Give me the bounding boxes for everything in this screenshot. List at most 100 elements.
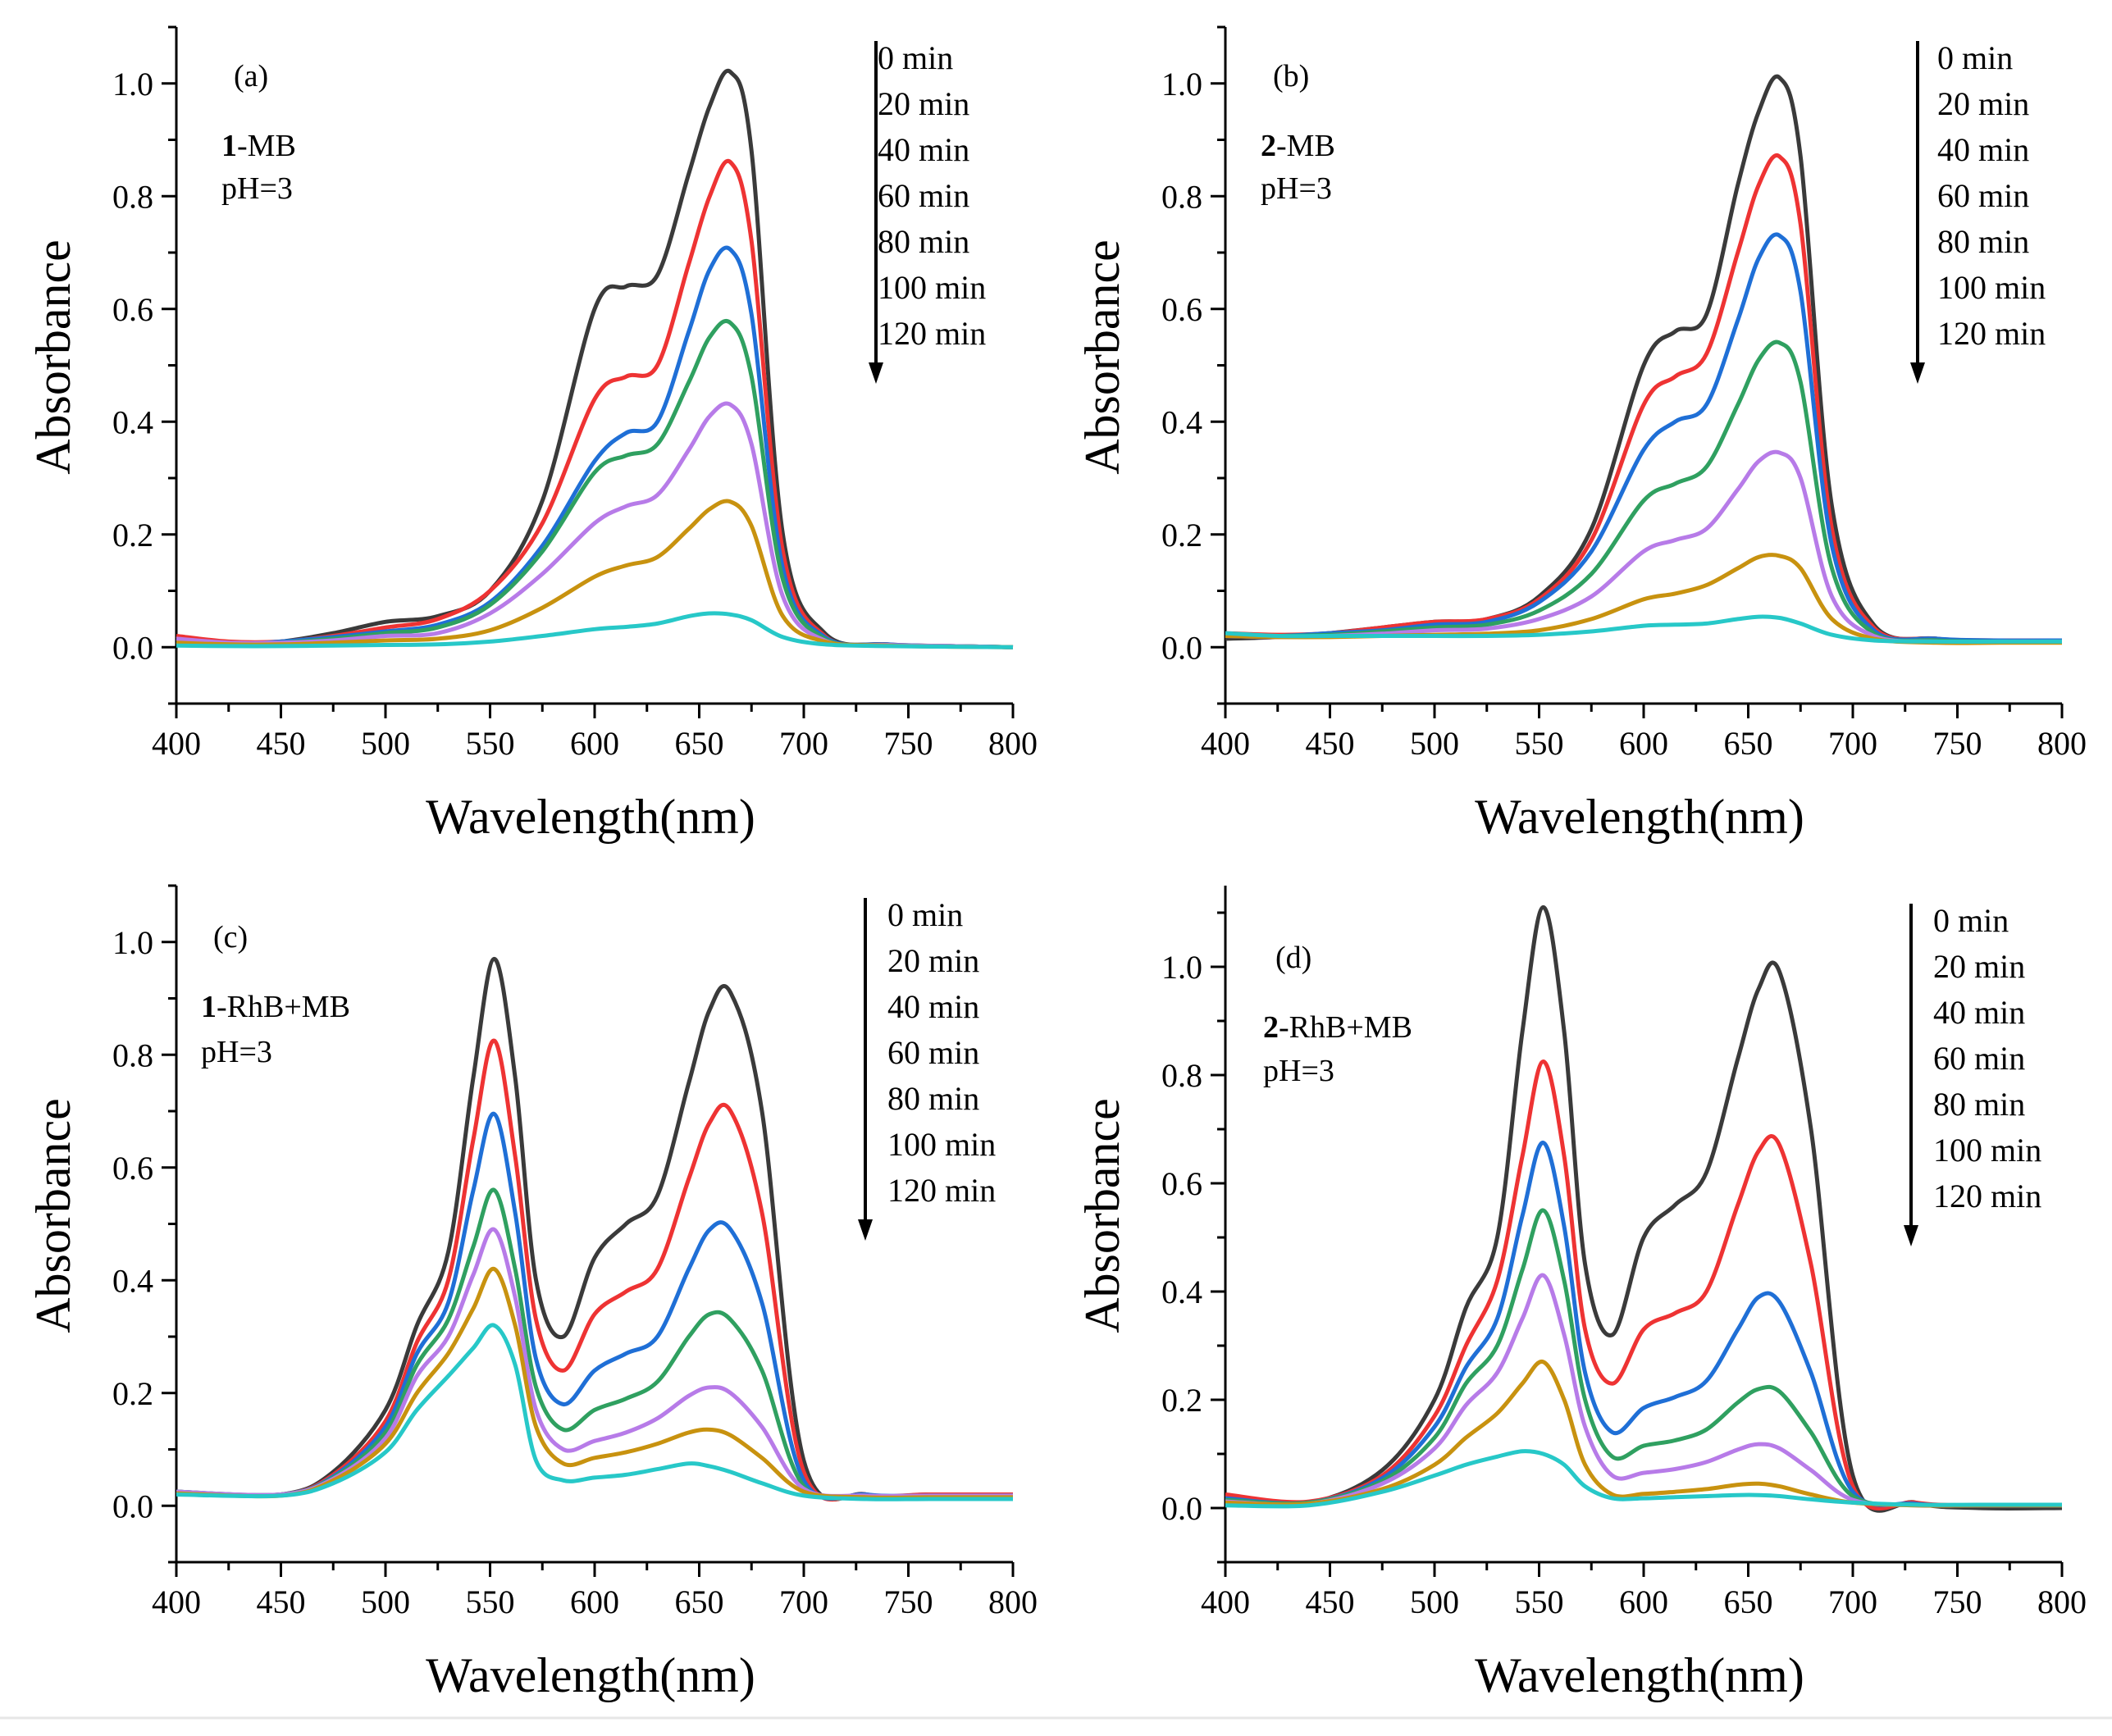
panel-b-legend-item: 100 min (1937, 269, 2046, 306)
panel-c-series-line-60-min (176, 1187, 1013, 1501)
panel-c-series-line-0-min (176, 956, 1013, 1501)
panel-a-sample-name: 1-MB (221, 129, 296, 163)
panel-a-condition: pH=3 (221, 171, 293, 206)
panel-c-y-tick-label: 0.0 (112, 1488, 153, 1524)
panel-a-y-tick-label: 0.6 (112, 291, 153, 328)
panel-a-x-tick-label: 600 (570, 725, 619, 762)
panel-b-legend-item: 20 min (1937, 85, 2029, 122)
panel-a-legend-item: 80 min (878, 223, 969, 260)
panel-c-x-tick-label: 550 (466, 1583, 515, 1620)
panel-b-legend-item: 80 min (1937, 223, 2029, 260)
panel-b-label: (b) (1273, 59, 1309, 93)
panel-d-condition: pH=3 (1263, 1054, 1334, 1088)
panel-c-x-tick-label: 400 (152, 1583, 201, 1620)
panel-d-x-tick-label: 650 (1724, 1583, 1773, 1620)
panel-d-y-tick-label: 0.4 (1161, 1274, 1202, 1310)
panel-d-time-arrow-head (1904, 1225, 1918, 1246)
panel-a-series-line-60-min (176, 319, 1014, 649)
panel-d-x-axis-title: Wavelength(nm) (1475, 1648, 1804, 1702)
panel-c-x-tick-label: 600 (570, 1583, 619, 1620)
panel-c-condition: pH=3 (201, 1035, 272, 1069)
panel-c-legend-item: 40 min (887, 988, 979, 1025)
panel-d-series-line-20-min (1225, 1059, 2063, 1510)
panel-a-y-tick-label: 0.8 (112, 178, 153, 215)
panel-a-x-tick-label: 550 (466, 725, 515, 762)
panel-d-x-tick-label: 700 (1828, 1583, 1877, 1620)
panel-a-y-tick-label: 0.4 (112, 403, 153, 440)
panel-c-sample-name: 1-RhB+MB (201, 990, 350, 1024)
panel-a-x-axis-title: Wavelength(nm) (426, 790, 755, 844)
panel-b-legend-item: 120 min (1937, 315, 2046, 352)
panel-c-legend-item: 60 min (887, 1034, 979, 1071)
panel-b-y-tick-label: 1.0 (1161, 66, 1202, 103)
panel-c-x-tick-label: 500 (361, 1583, 410, 1620)
panel-b-x-tick-label: 400 (1201, 725, 1250, 762)
panel-a-time-arrow-head (869, 362, 883, 384)
panel-c-y-tick-label: 0.2 (112, 1375, 153, 1412)
panel-a-y-tick-label: 0.0 (112, 629, 153, 666)
panel-a-y-tick-label: 1.0 (112, 66, 153, 103)
panel-d-series-line-0-min (1225, 904, 2063, 1513)
panel-c-y-tick-label: 0.6 (112, 1150, 153, 1187)
panel-b-x-tick-label: 750 (1933, 725, 1982, 762)
panel-d-legend-item: 40 min (1933, 994, 2025, 1031)
panel-d-x-tick-label: 750 (1933, 1583, 1982, 1620)
panel-c-legend-item: 120 min (887, 1172, 996, 1209)
panel-c-y-axis-title: Absorbance (26, 1098, 80, 1333)
panel-c-legend-item: 20 min (887, 942, 979, 979)
panel-c-label: (c) (213, 920, 248, 955)
panel-b-condition: pH=3 (1261, 171, 1332, 206)
panel-b-x-tick-label: 450 (1306, 725, 1355, 762)
panel-b-series-line-80-min (1225, 449, 2062, 645)
panel-c-x-axis-title: Wavelength(nm) (426, 1648, 755, 1702)
panel-c-y-tick-label: 0.8 (112, 1037, 153, 1073)
panel-d-y-tick-label: 0.2 (1161, 1382, 1202, 1419)
panel-d-y-tick-label: 0.6 (1161, 1165, 1202, 1202)
panel-a-legend-item: 120 min (878, 315, 986, 352)
panel-b-legend-item: 60 min (1937, 177, 2029, 214)
panel-b-series-line-40-min (1225, 232, 2063, 643)
panel-a-legend-item: 40 min (878, 131, 969, 168)
panel-d-legend-item: 100 min (1933, 1132, 2041, 1169)
panel-d-sample-name: 2-RhB+MB (1263, 1010, 1412, 1045)
panel-a-legend-item: 0 min (878, 39, 953, 76)
panel-d-series-line-120-min (1225, 1449, 2062, 1509)
panel-a-x-tick-label: 800 (988, 725, 1038, 762)
panel-c-legend-item: 80 min (887, 1080, 979, 1117)
panel-d-series-line-40-min (1225, 1141, 2063, 1508)
panel-d-legend-item: 0 min (1933, 902, 2009, 939)
panel-d-legend-item: 120 min (1933, 1178, 2041, 1214)
panel-a-x-tick-label: 700 (779, 725, 828, 762)
panel-c-y-tick-label: 0.4 (112, 1262, 153, 1299)
panel-d-x-tick-label: 600 (1619, 1583, 1668, 1620)
panel-c-series-line-20-min (176, 1038, 1013, 1502)
panel-c-series-line-120-min (176, 1323, 1013, 1501)
panel-b-series-line-60-min (1225, 339, 2063, 644)
panel-b-y-axis-title: Absorbance (1075, 239, 1129, 475)
panel-a-x-tick-label: 450 (257, 725, 306, 762)
panel-a-legend-item: 100 min (878, 269, 986, 306)
panel-a-series-line-100-min (176, 499, 1014, 649)
panel-b-y-tick-label: 0.8 (1161, 178, 1202, 215)
panel-b-series-line-20-min (1225, 153, 2063, 643)
panel-c-x-tick-label: 450 (257, 1583, 306, 1620)
panel-d-label: (d) (1275, 941, 1311, 975)
panel-c-x-tick-label: 650 (675, 1583, 724, 1620)
panel-a-series-line-120-min (176, 611, 1014, 649)
panel-c-series-line-100-min (176, 1267, 1013, 1500)
panel-c-time-arrow-head (858, 1219, 873, 1241)
panel-a-x-tick-label: 500 (361, 725, 410, 762)
panel-c-x-tick-label: 750 (884, 1583, 933, 1620)
panel-c-x-tick-label: 700 (779, 1583, 828, 1620)
panel-d-y-tick-label: 0.8 (1161, 1057, 1202, 1094)
panel-d-x-tick-label: 450 (1306, 1583, 1355, 1620)
panel-a-series-line-0-min (176, 68, 1014, 649)
panel-d-series-line-60-min (1225, 1208, 2063, 1508)
panel-d-legend-item: 20 min (1933, 948, 2025, 985)
panel-c-y-tick-label: 1.0 (112, 924, 153, 961)
panel-b-x-axis-title: Wavelength(nm) (1475, 790, 1804, 844)
panel-b-series-line-120-min (1225, 614, 2062, 644)
panel-b-legend-item: 0 min (1937, 39, 2013, 76)
panel-a-y-axis-title: Absorbance (26, 239, 80, 475)
